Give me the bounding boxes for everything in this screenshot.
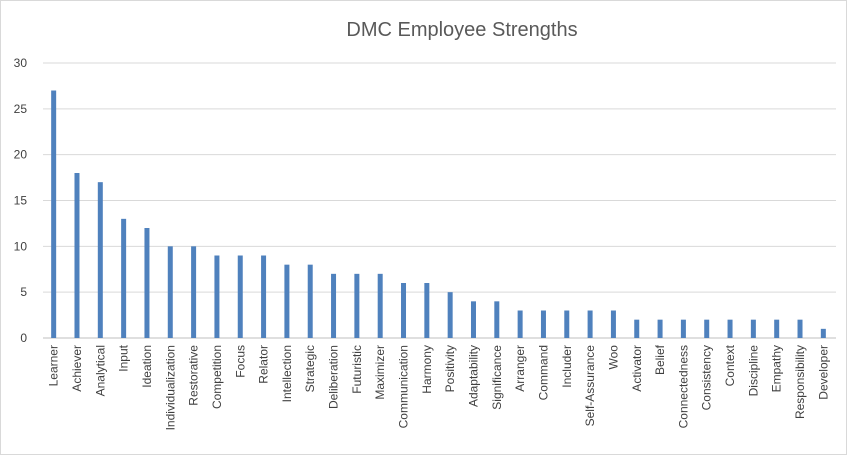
x-tick-label: Individualization [163,345,177,430]
bar-self-assurance [587,310,593,338]
x-tick-label: Empathy [770,345,784,392]
x-tick-label: Futuristic [350,345,364,394]
bar-context [727,319,733,338]
y-tick-label: 10 [14,239,28,253]
bar-restorative [191,246,197,338]
x-tick-label: Ideation [140,345,154,388]
y-tick-label: 30 [14,56,28,70]
bar-futuristic [354,273,360,338]
x-tick-label: Discipline [746,345,760,397]
x-tick-label: Responsibility [793,345,807,419]
bar-arranger [517,310,523,338]
bar-positivity [447,292,453,338]
x-tick-label: Significance [490,345,504,410]
bar-communication [401,283,407,338]
x-tick-label: Input [117,344,131,371]
bar-intellection [284,264,290,338]
bar-analytical [97,182,103,338]
bar-responsibility [797,319,803,338]
bar-input [121,218,127,338]
bar-competition [214,255,220,338]
bar-command [540,310,546,338]
x-tick-label: Woo [606,345,620,370]
x-tick-label: Harmony [420,345,434,394]
bar-includer [564,310,570,338]
y-axis-tick-labels: 0 5 10 15 20 25 30 [14,56,28,345]
bar-learner [51,90,57,338]
x-tick-label: Intellection [280,345,294,402]
x-tick-label: Learner [47,345,61,386]
bar-deliberation [331,273,337,338]
x-tick-label: Positivity [443,345,457,392]
bar-significance [494,301,500,338]
bar-belief [657,319,663,338]
x-tick-label: Command [536,345,550,400]
y-tick-label: 15 [14,194,28,208]
bar-activator [634,319,640,338]
x-tick-label: Deliberation [327,345,341,409]
bar-individualization [167,246,173,338]
bar-woo [610,310,616,338]
x-tick-label: Adaptability [466,345,480,407]
bar-focus [237,255,243,338]
x-tick-label: Strategic [303,345,317,392]
x-tick-label: Restorative [187,345,201,406]
bar-strategic [307,264,313,338]
bar-achiever [74,173,80,338]
bar-developer [820,328,826,338]
x-tick-label: Belief [653,344,667,375]
x-tick-label: Maximizer [373,345,387,400]
x-tick-label: Relator [257,345,271,384]
y-tick-label: 25 [14,102,28,116]
x-tick-label: Competition [210,345,224,409]
bar-consistency [704,319,710,338]
bar-harmony [424,283,430,338]
y-tick-label: 20 [14,148,28,162]
x-tick-label: Activator [630,345,644,392]
x-tick-label: Achiever [70,345,84,392]
x-tick-label: Consistency [700,345,714,410]
chart-title: DMC Employee Strengths [346,19,577,41]
x-tick-label: Analytical [93,345,107,396]
gridlines [43,62,836,339]
x-tick-label: Developer [816,345,830,400]
bar-connectedness [680,319,686,338]
bar-series [51,90,826,338]
bar-empathy [774,319,780,338]
y-tick-label: 5 [20,285,27,299]
x-tick-label: Self-Assurance [583,345,597,427]
x-tick-label: Arranger [513,345,527,392]
x-axis-tick-labels: Learner Achiever Analytical Input Ideation In… [47,344,831,430]
bar-ideation [144,228,150,338]
bar-relator [261,255,267,338]
bar-maximizer [377,273,383,338]
bar-adaptability [470,301,476,338]
bar-discipline [750,319,756,338]
y-tick-label: 0 [20,331,27,345]
x-tick-label: Communication [397,345,411,428]
x-tick-label: Focus [233,345,247,378]
x-tick-label: Connectedness [676,345,690,428]
x-tick-label: Context [723,344,737,386]
x-tick-label: Includer [560,345,574,388]
